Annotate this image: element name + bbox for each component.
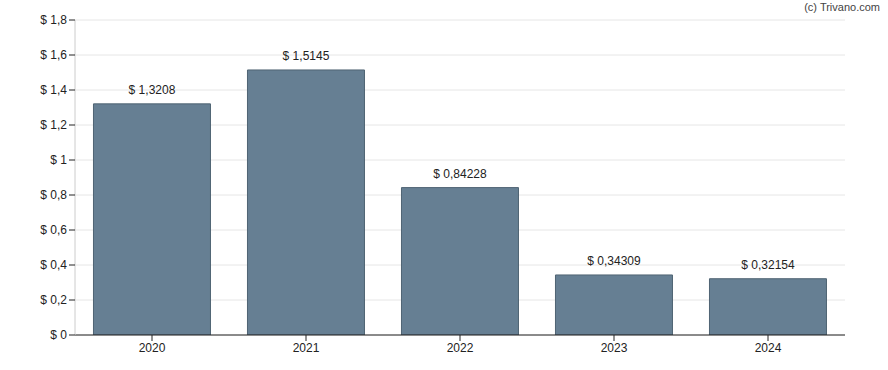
svg-text:2022: 2022 — [447, 341, 474, 355]
svg-text:$ 0,2: $ 0,2 — [40, 293, 67, 307]
svg-text:$ 0,84228: $ 0,84228 — [433, 167, 487, 181]
svg-text:2024: 2024 — [755, 341, 782, 355]
svg-text:2020: 2020 — [139, 341, 166, 355]
svg-text:$ 0,4: $ 0,4 — [40, 258, 67, 272]
svg-text:$ 0,6: $ 0,6 — [40, 223, 67, 237]
svg-text:2023: 2023 — [601, 341, 628, 355]
svg-text:$ 1: $ 1 — [50, 153, 67, 167]
svg-text:$ 1,5145: $ 1,5145 — [283, 49, 330, 63]
html-text:(c) Trivano.com: (c) Trivano.com — [804, 1, 880, 13]
svg-text:$ 0: $ 0 — [50, 328, 67, 342]
svg-text:$ 1,6: $ 1,6 — [40, 48, 67, 62]
svg-text:$ 0,34309: $ 0,34309 — [587, 254, 641, 268]
svg-text:$ 0,32154: $ 0,32154 — [741, 258, 795, 272]
svg-text:$ 1,2: $ 1,2 — [40, 118, 67, 132]
svg-text:$ 1,3208: $ 1,3208 — [129, 83, 176, 97]
svg-text:$ 1,8: $ 1,8 — [40, 13, 67, 27]
svg-text:$ 0,8: $ 0,8 — [40, 188, 67, 202]
svg-text:2021: 2021 — [293, 341, 320, 355]
svg-text:$ 1,4: $ 1,4 — [40, 83, 67, 97]
